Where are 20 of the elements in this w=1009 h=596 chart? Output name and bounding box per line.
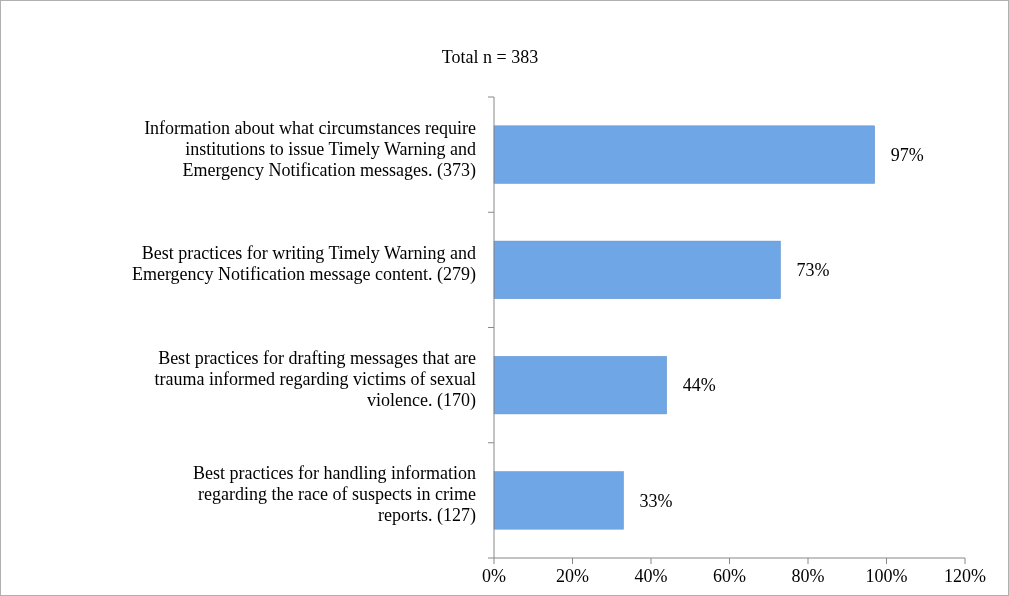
- bar: [493, 125, 875, 184]
- x-tick-label: 120%: [944, 565, 986, 586]
- data-label: 97%: [890, 144, 924, 165]
- data-label: 33%: [639, 490, 673, 511]
- chart-title: Total n = 383: [441, 47, 539, 67]
- x-tick-label: 0%: [482, 565, 506, 586]
- data-label: 73%: [796, 260, 830, 281]
- x-tick-label: 40%: [634, 565, 668, 586]
- bar: [493, 356, 667, 415]
- x-tick-label: 100%: [865, 565, 908, 586]
- x-tick-label: 20%: [556, 565, 589, 586]
- data-label: 44%: [682, 375, 716, 396]
- bar: [493, 471, 624, 530]
- y-tick-label: Best practices for writing Timely Warning and Emergency Notification message content. (279): [131, 243, 476, 286]
- y-tick-label: Information about what circumstances require institutions to issue Timely Warning and Emergency Notification messages. (373): [144, 117, 477, 181]
- y-tick-label: Best practices for drafting messages that are trauma informed regarding victims of sexual violence. (170): [154, 348, 477, 412]
- x-tick-label: 60%: [713, 565, 746, 586]
- bar: [493, 240, 781, 299]
- x-tick-label: 80%: [791, 565, 825, 586]
- y-tick-label: Best practices for handling information regarding the race of suspects in crime reports. (127): [193, 463, 476, 527]
